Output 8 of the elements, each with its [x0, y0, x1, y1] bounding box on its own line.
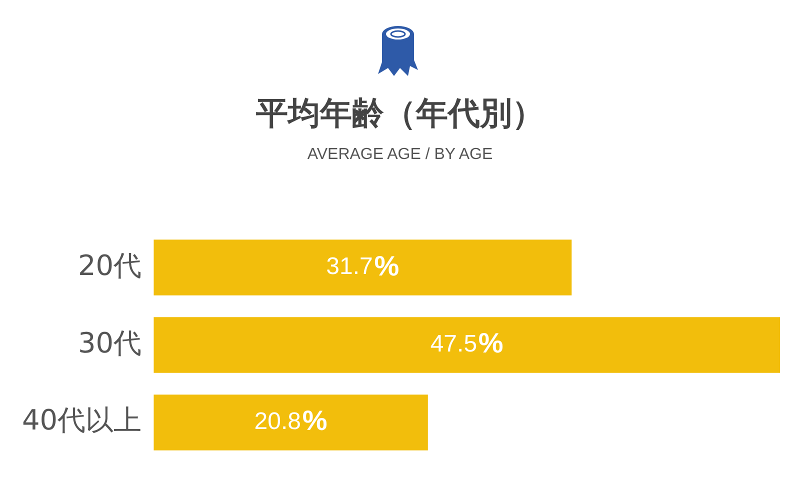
y-tick-label: 40代以上 [22, 404, 142, 437]
y-tick-label: 20代 [78, 248, 142, 282]
chart-subtitle: AVERAGE AGE / BY AGE [306, 146, 494, 164]
chart-title: 平均年齢（年代別） [255, 93, 545, 134]
data-label: 31.7% [326, 250, 400, 282]
data-label: 20.8% [254, 405, 328, 436]
y-tick-label: 30代 [78, 326, 142, 360]
data-label: 47.5% [430, 328, 504, 359]
